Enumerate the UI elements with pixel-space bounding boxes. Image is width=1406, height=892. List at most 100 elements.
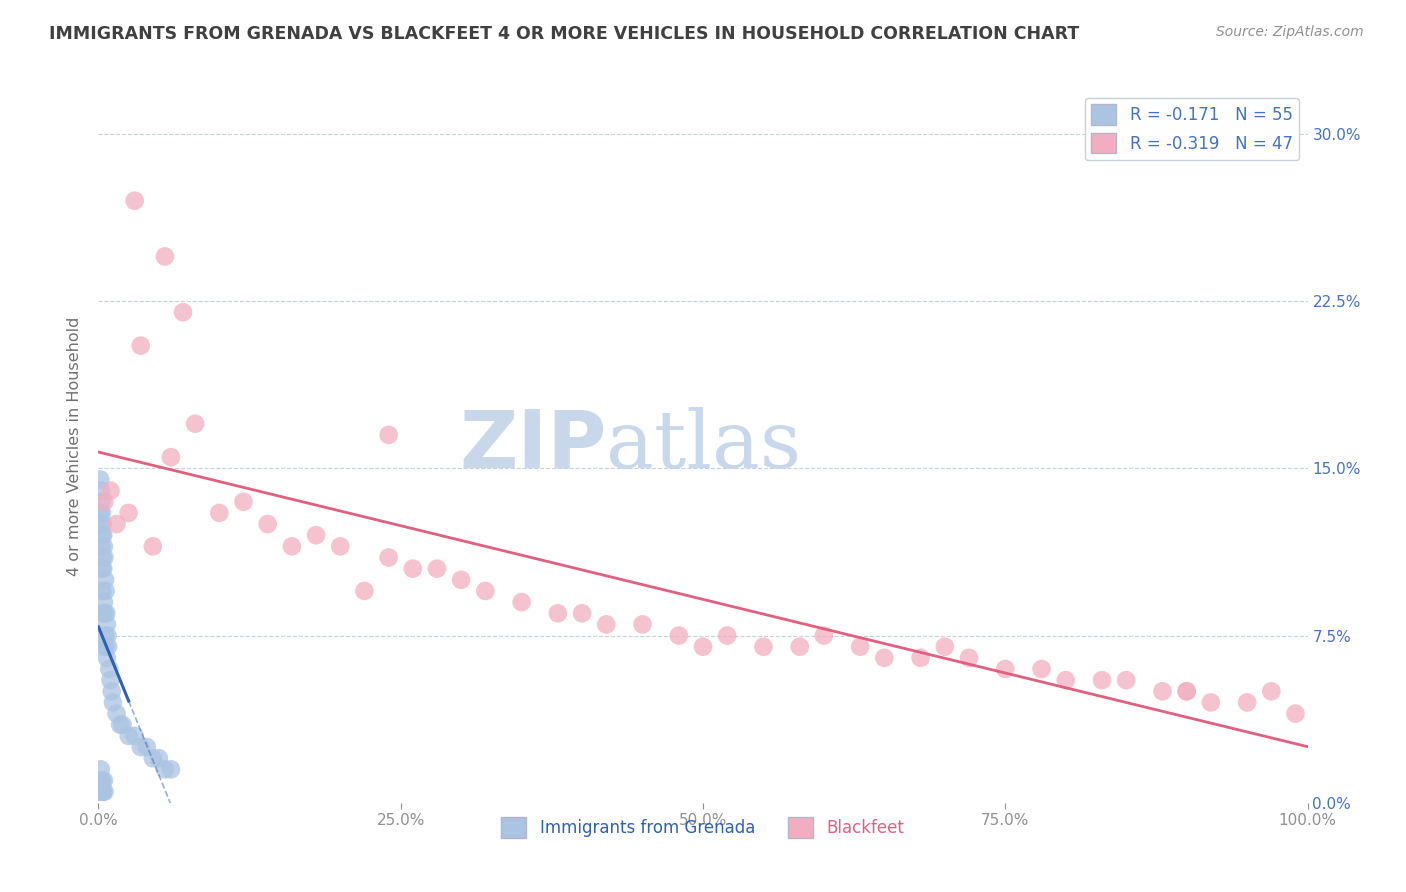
- Point: [692, 640, 714, 654]
- Point: [90, 762, 112, 776]
- Point: [89, 785, 111, 799]
- Point: [108, 717, 131, 731]
- Point: [118, 506, 141, 520]
- Point: [716, 628, 738, 642]
- Point: [93, 550, 115, 565]
- Point: [994, 662, 1017, 676]
- Point: [101, 696, 124, 710]
- Point: [129, 740, 152, 755]
- Point: [93, 595, 115, 609]
- Point: [232, 494, 254, 508]
- Point: [377, 427, 399, 442]
- Point: [91, 785, 114, 799]
- Point: [91, 773, 114, 788]
- Point: [934, 640, 956, 654]
- Point: [91, 607, 114, 621]
- Point: [595, 617, 617, 632]
- Point: [97, 640, 120, 654]
- Point: [849, 640, 872, 654]
- Text: IMMIGRANTS FROM GRENADA VS BLACKFEET 4 OR MORE VEHICLES IN HOUSEHOLD CORRELATION: IMMIGRANTS FROM GRENADA VS BLACKFEET 4 O…: [49, 25, 1080, 43]
- Point: [105, 706, 128, 721]
- Point: [208, 506, 231, 520]
- Point: [160, 762, 183, 776]
- Point: [94, 573, 117, 587]
- Point: [90, 516, 112, 531]
- Point: [1115, 673, 1137, 687]
- Point: [118, 729, 141, 743]
- Point: [153, 762, 176, 776]
- Point: [135, 740, 157, 755]
- Point: [142, 751, 165, 765]
- Point: [1236, 696, 1258, 710]
- Point: [93, 785, 115, 799]
- Point: [813, 628, 835, 642]
- Point: [90, 539, 112, 553]
- Legend: Immigrants from Grenada, Blackfeet: Immigrants from Grenada, Blackfeet: [495, 811, 911, 845]
- Point: [89, 506, 111, 520]
- Point: [91, 785, 114, 799]
- Point: [910, 651, 932, 665]
- Point: [329, 539, 352, 553]
- Point: [94, 583, 117, 598]
- Point: [93, 607, 115, 621]
- Point: [402, 562, 425, 576]
- Point: [94, 628, 117, 642]
- Point: [93, 773, 115, 788]
- Point: [89, 472, 111, 486]
- Point: [90, 785, 112, 799]
- Point: [510, 595, 533, 609]
- Point: [91, 528, 114, 542]
- Point: [124, 729, 146, 743]
- Point: [631, 617, 654, 632]
- Point: [172, 305, 194, 319]
- Point: [93, 539, 115, 553]
- Point: [93, 640, 115, 654]
- Point: [752, 640, 775, 654]
- Point: [96, 617, 118, 632]
- Point: [100, 483, 122, 498]
- Point: [1054, 673, 1077, 687]
- Point: [96, 628, 118, 642]
- Point: [96, 607, 118, 621]
- Point: [91, 562, 114, 576]
- Point: [668, 628, 690, 642]
- Point: [1284, 706, 1306, 721]
- Point: [305, 528, 328, 542]
- Point: [100, 684, 122, 698]
- Point: [91, 550, 114, 565]
- Point: [547, 607, 569, 621]
- Point: [873, 651, 896, 665]
- Point: [91, 528, 114, 542]
- Point: [91, 785, 114, 799]
- Point: [96, 651, 118, 665]
- Point: [1175, 684, 1198, 698]
- Point: [1199, 696, 1222, 710]
- Point: [1260, 684, 1282, 698]
- Point: [91, 516, 114, 531]
- Point: [160, 450, 183, 464]
- Point: [153, 249, 176, 264]
- Text: atlas: atlas: [606, 407, 801, 485]
- Point: [90, 494, 112, 508]
- Point: [256, 516, 278, 531]
- Point: [571, 607, 593, 621]
- Point: [353, 583, 375, 598]
- Point: [105, 516, 128, 531]
- Point: [90, 785, 112, 799]
- Point: [789, 640, 811, 654]
- Point: [148, 751, 170, 765]
- Point: [93, 494, 115, 508]
- Point: [98, 662, 121, 676]
- Text: ZIP: ZIP: [458, 407, 606, 485]
- Point: [89, 773, 111, 788]
- Point: [1031, 662, 1053, 676]
- Point: [91, 562, 114, 576]
- Text: Source: ZipAtlas.com: Source: ZipAtlas.com: [1216, 25, 1364, 39]
- Point: [100, 673, 122, 687]
- Point: [281, 539, 304, 553]
- Point: [124, 194, 146, 208]
- Point: [129, 338, 152, 352]
- Point: [1091, 673, 1114, 687]
- Point: [957, 651, 980, 665]
- Point: [184, 417, 207, 431]
